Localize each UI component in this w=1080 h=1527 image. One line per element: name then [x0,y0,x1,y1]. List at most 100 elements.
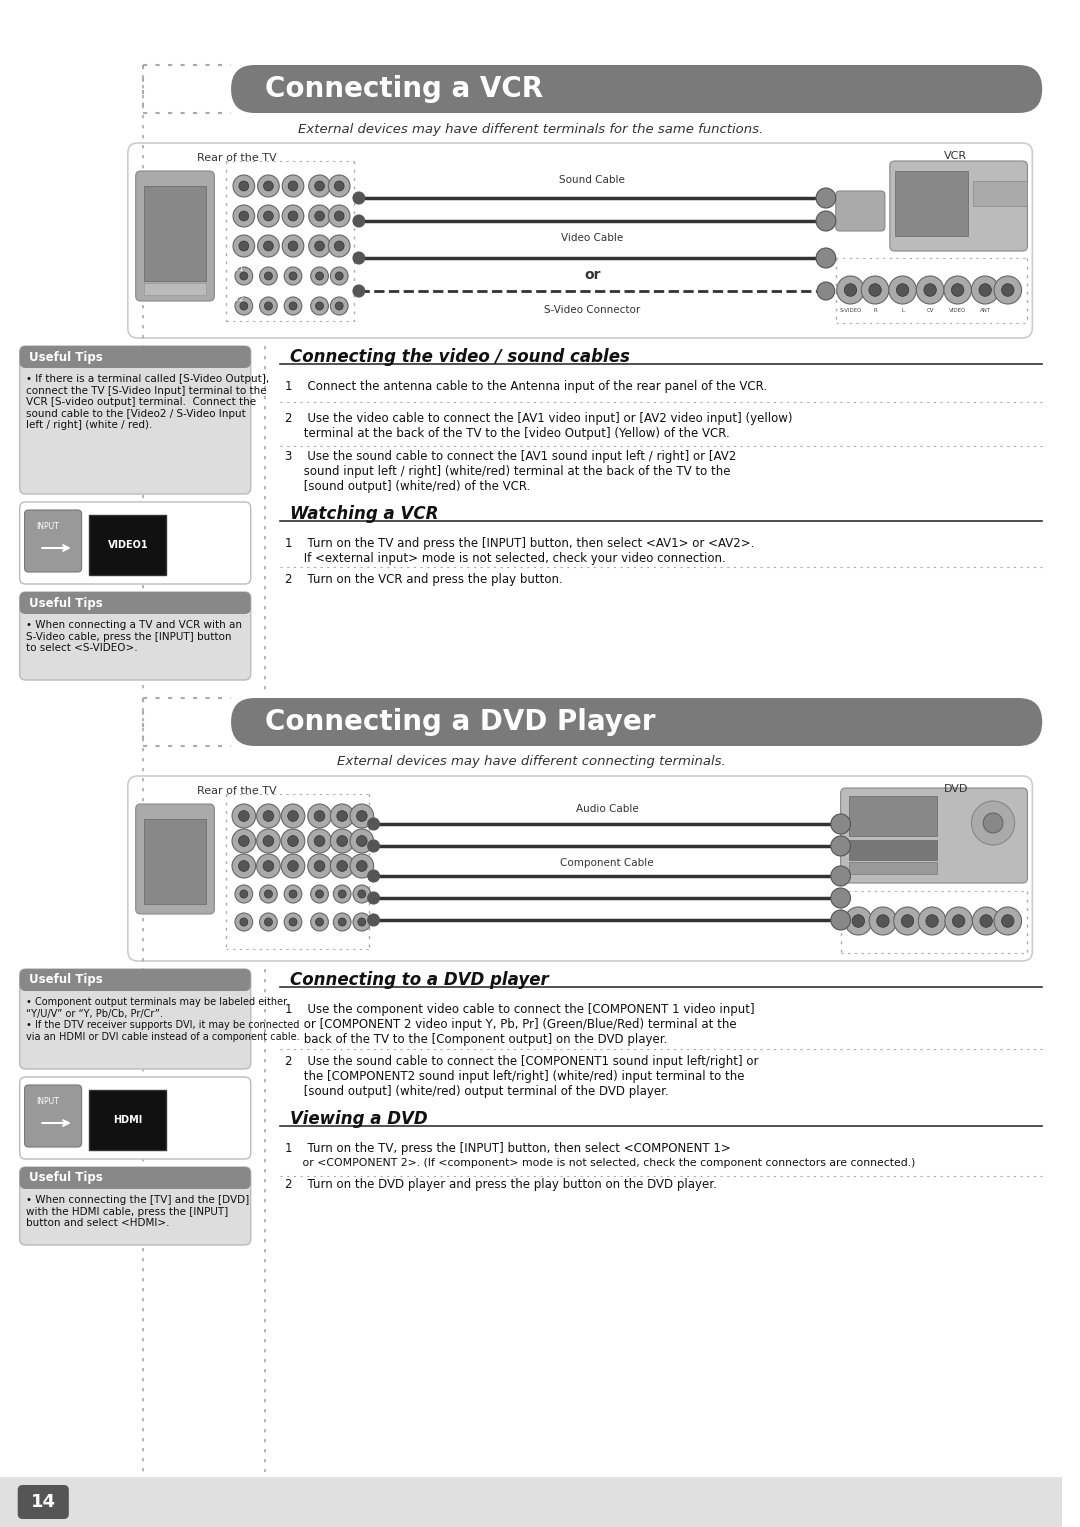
Circle shape [330,829,354,854]
Circle shape [353,252,365,264]
Circle shape [314,211,324,221]
Text: Useful Tips: Useful Tips [29,351,104,363]
Circle shape [816,211,836,231]
Circle shape [264,182,273,191]
Circle shape [1001,284,1014,296]
Circle shape [308,805,332,828]
Text: 3    Use the sound cable to connect the [AV1 sound input left / right] or [AV2
 : 3 Use the sound cable to connect the [AV… [285,450,737,493]
Circle shape [235,267,253,286]
Circle shape [282,176,303,197]
Circle shape [289,272,297,279]
Circle shape [869,907,896,935]
Circle shape [353,886,370,902]
Text: Connecting a DVD Player: Connecting a DVD Player [266,709,656,736]
FancyBboxPatch shape [25,510,82,573]
Text: Sound Cable: Sound Cable [559,176,625,185]
Circle shape [284,267,301,286]
Circle shape [889,276,916,304]
Circle shape [240,302,247,310]
FancyBboxPatch shape [136,171,214,301]
Text: External devices may have different terminals for the same functions.: External devices may have different term… [298,122,764,136]
Circle shape [233,205,255,228]
Circle shape [315,890,324,898]
Circle shape [264,211,273,221]
FancyBboxPatch shape [127,776,1032,960]
FancyBboxPatch shape [17,1484,69,1519]
Circle shape [334,913,351,931]
Circle shape [309,205,330,228]
Circle shape [353,913,370,931]
Circle shape [978,284,991,296]
Circle shape [861,276,889,304]
Circle shape [335,211,345,221]
Text: Connecting the video / sound cables: Connecting the video / sound cables [291,348,630,366]
Circle shape [265,890,272,898]
Circle shape [264,861,273,872]
Circle shape [232,829,256,854]
Circle shape [356,861,367,872]
Circle shape [287,835,298,846]
Circle shape [330,854,354,878]
Circle shape [264,811,273,822]
Circle shape [257,854,280,878]
Circle shape [315,272,324,279]
Circle shape [282,205,303,228]
FancyBboxPatch shape [19,347,251,495]
Text: • When connecting a TV and VCR with an
S-Video cable, press the [INPUT] button
t: • When connecting a TV and VCR with an S… [26,620,242,654]
Circle shape [315,918,324,925]
Text: Rear of the TV: Rear of the TV [197,153,276,163]
Circle shape [309,235,330,257]
Text: S-VIDEO: S-VIDEO [839,307,862,313]
Text: S-Video Connector: S-Video Connector [544,305,640,315]
Circle shape [357,890,366,898]
Text: 14: 14 [30,1493,56,1512]
Bar [90,1090,166,1150]
FancyBboxPatch shape [840,788,1027,883]
Circle shape [367,818,379,831]
Text: 1    Turn on the TV and press the [INPUT] button, then select <AV1> or <AV2>.
  : 1 Turn on the TV and press the [INPUT] b… [285,538,755,565]
Circle shape [367,915,379,925]
Circle shape [239,835,249,846]
Circle shape [309,176,330,197]
Text: Connecting a VCR: Connecting a VCR [266,75,543,102]
Circle shape [288,182,298,191]
Circle shape [335,302,343,310]
Text: VCR: VCR [944,151,967,160]
Circle shape [367,840,379,852]
Circle shape [337,861,348,872]
Text: Useful Tips: Useful Tips [29,1171,104,1185]
Circle shape [314,835,325,846]
Circle shape [311,296,328,315]
Circle shape [353,215,365,228]
FancyBboxPatch shape [127,144,1032,337]
Circle shape [258,235,280,257]
Circle shape [314,811,325,822]
FancyBboxPatch shape [25,1086,82,1147]
Circle shape [259,886,278,902]
FancyBboxPatch shape [19,502,251,583]
Circle shape [284,296,301,315]
Circle shape [338,890,347,898]
Circle shape [337,835,348,846]
Circle shape [972,907,1000,935]
Text: 1    Use the component video cable to connect the [COMPONENT 1 video input]
    : 1 Use the component video cable to conne… [285,1003,755,1046]
FancyBboxPatch shape [231,698,1042,747]
Bar [144,186,206,281]
Circle shape [335,241,345,250]
Circle shape [357,918,366,925]
Circle shape [916,276,944,304]
Text: Audio Cable: Audio Cable [576,805,638,814]
Circle shape [971,276,999,304]
Text: 2    Use the video cable to connect the [AV1 video input] or [AV2 video input] (: 2 Use the video cable to connect the [AV… [285,412,793,440]
Text: VIDEO1: VIDEO1 [108,541,148,550]
Circle shape [951,284,963,296]
Circle shape [816,247,836,269]
Circle shape [350,805,374,828]
Circle shape [281,829,305,854]
Text: 2    Use the sound cable to connect the [COMPONENT1 sound input left/right] or
 : 2 Use the sound cable to connect the [CO… [285,1055,758,1098]
Text: or <COMPONENT 2>. (If <component> mode is not selected, check the component conn: or <COMPONENT 2>. (If <component> mode i… [285,1157,916,1168]
Circle shape [281,805,305,828]
Circle shape [926,915,939,927]
Circle shape [831,814,850,834]
Circle shape [818,282,835,299]
